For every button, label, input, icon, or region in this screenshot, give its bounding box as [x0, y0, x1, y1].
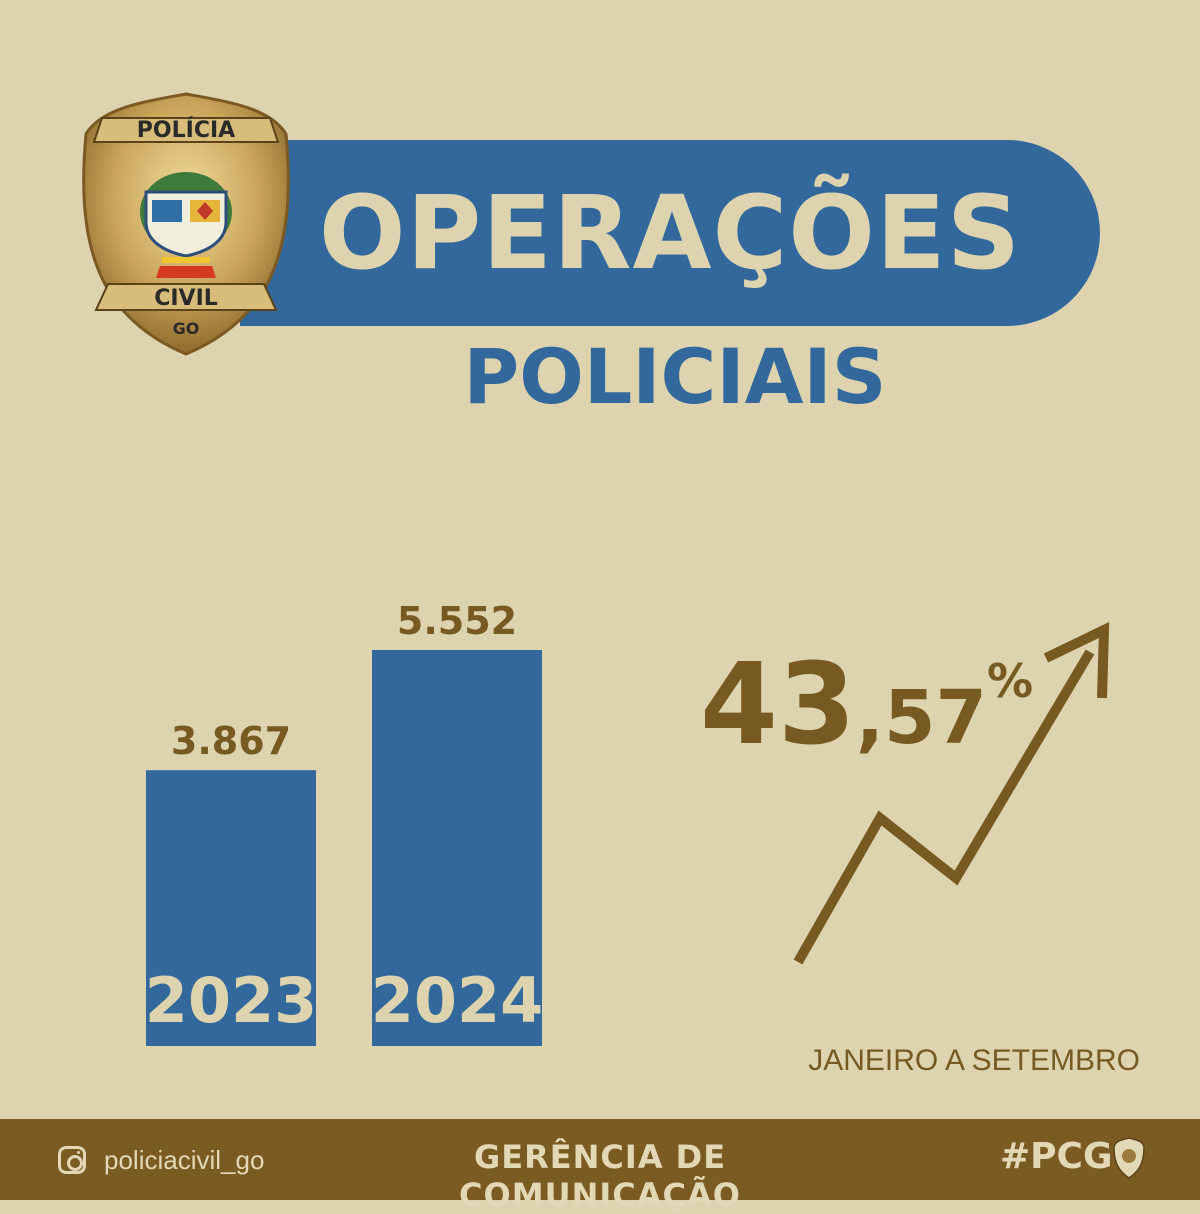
- title-banner: [240, 140, 1100, 326]
- growth-percentage: 43,57%: [700, 640, 1100, 800]
- page-subtitle: POLICIAIS: [463, 332, 887, 421]
- small-badge-icon: [1113, 1137, 1145, 1179]
- badge-state-text: GO: [173, 319, 200, 338]
- bar-category-label: 2024: [371, 964, 544, 1037]
- bar-value-label: 3.867: [171, 719, 291, 763]
- instagram-icon[interactable]: [58, 1146, 86, 1174]
- bar-value-label: 5.552: [397, 599, 517, 643]
- period-label: JANEIRO A SETEMBRO: [808, 1044, 1140, 1077]
- trend-arrow-icon: [793, 621, 1110, 965]
- growth-decimal: ,57: [855, 675, 987, 761]
- bar-chart: 3.867 2023 5.552 2024: [145, 599, 544, 1046]
- badge-top-text: POLÍCIA: [137, 117, 235, 143]
- instagram-handle[interactable]: policiacivil_go: [104, 1145, 265, 1175]
- footer-bar: [0, 1119, 1200, 1200]
- bar-2023: [146, 770, 316, 1046]
- police-badge-logo: POLÍCIA CIVIL GO: [82, 92, 290, 356]
- bar-category-label: 2023: [145, 964, 318, 1037]
- page-title: OPERAÇÕES: [318, 173, 1022, 293]
- growth-whole: 43: [700, 640, 856, 770]
- bar-2024: [372, 650, 542, 1046]
- badge-bottom-text: CIVIL: [154, 286, 218, 311]
- footer-department: GERÊNCIA DE COMUNICAÇÃO: [459, 1138, 741, 1214]
- growth-symbol: %: [986, 654, 1034, 708]
